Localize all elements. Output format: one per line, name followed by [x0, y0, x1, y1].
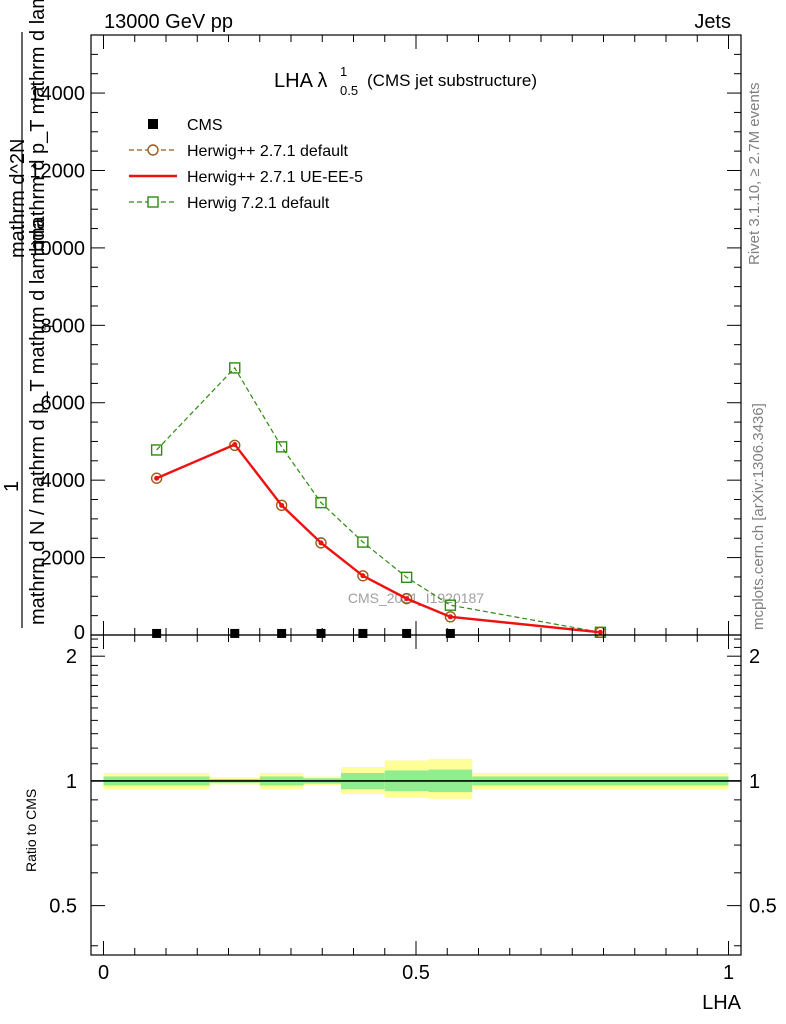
main-y-axis-label: mathrm d N / mathrm d p_T mathrm d lambd… [1, 0, 56, 628]
x-axis-label: LHA [702, 992, 742, 1014]
main-plot-area [150, 362, 607, 638]
ratio-y-label: Ratio to CMS [23, 789, 39, 872]
plot-title-sub: 0.5 [340, 83, 358, 98]
ratio-y-tick-label: 1 [66, 771, 77, 793]
herwigpp-ueee5-point [447, 614, 453, 620]
y-label-numerator: mathrm d^2N [7, 139, 29, 258]
rivet-version-text: Rivet 3.1.10, ≥ 2.7M events [746, 83, 763, 266]
cms-data-point [402, 628, 412, 638]
ratio-y-tick-label: 2 [66, 646, 77, 668]
herwig721-point [150, 444, 163, 456]
herwigpp-ueee5-point [232, 442, 238, 448]
analysis-watermark: CMS_2021_I1920187 [348, 590, 484, 606]
herwigpp-default-point [275, 499, 288, 512]
x-tick-label: 0.5 [402, 962, 430, 984]
cms-data-point [277, 628, 287, 638]
herwig721-point [275, 441, 288, 453]
herwigpp-ueee5-point [597, 629, 603, 635]
x-tick-label: 1 [723, 962, 734, 984]
x-tick-label: 0 [98, 962, 109, 984]
cms-data-point [358, 628, 368, 638]
herwigpp-default-point [400, 592, 413, 605]
plot-title-suffix: (CMS jet substructure) [367, 71, 537, 90]
header-process: Jets [694, 11, 731, 33]
legend-cms-marker [148, 119, 158, 129]
herwigpp-ueee5-point [318, 540, 324, 546]
header-energy: 13000 GeV pp [104, 11, 233, 33]
herwig721-point [315, 496, 327, 509]
herwig721-point [229, 362, 241, 374]
herwigpp-default-point [315, 537, 327, 549]
legend-label: Herwig++ 2.7.1 default [187, 143, 349, 160]
plot-title-sup: 1 [340, 64, 347, 79]
series-line-red-solid [156, 443, 601, 634]
main-y-tick-label: 2000 [41, 548, 86, 570]
ratio-y-tick-label-right: 1 [749, 771, 760, 793]
y-label-denominator: mathrm d N / mathrm d p_T mathrm d lambd… [27, 218, 49, 625]
herwigpp-default-point [150, 472, 163, 484]
herwigpp-ueee5-point [404, 596, 410, 602]
herwig721-point [444, 599, 457, 611]
herwigpp-default-point [357, 570, 369, 582]
main-y-tick-label: 10000 [29, 238, 85, 260]
y-label-pt-sub: T [42, 322, 56, 330]
mcplots-reference-text: mcplots.cern.ch [arXiv:1306.3436] [750, 403, 767, 630]
legend-label: Herwig++ 2.7.1 UE-EE-5 [187, 169, 363, 186]
plot-title: LHA λ 1 0.5 (CMS jet substructure) [274, 64, 537, 98]
main-y-tick-label: 12000 [29, 160, 85, 182]
main-y-tick-label: 4000 [41, 470, 86, 492]
main-y-tick-label: 14000 [29, 83, 85, 105]
herwig721-point [400, 571, 413, 584]
herwigpp-ueee5-point [279, 502, 285, 508]
herwig721-point [357, 536, 369, 548]
plot-title-main: LHA λ [274, 70, 327, 92]
cms-data-point [152, 628, 162, 638]
main-y-tick-label: 6000 [41, 393, 86, 415]
ratio-y-tick-label-right: 0.5 [749, 896, 777, 918]
series-line-green-dashed-squares [156, 366, 601, 633]
legend-label: CMS [187, 117, 223, 134]
cms-data-point [230, 628, 240, 638]
main-axes: 2000 4000 6000 8000 10000 12000 14000 0 [29, 34, 742, 644]
legend-label: Herwig 7.2.1 default [187, 195, 330, 212]
ratio-axes: 0.5 0.5 1 1 2 2 0 0.5 1 [49, 634, 777, 984]
cms-data-point [316, 628, 326, 638]
y-label-numerator-denominator: mathrm d p_T mathrm d lambda [27, 0, 49, 244]
ratio-y-tick-label-right: 2 [749, 646, 760, 668]
main-y-tick-label: 8000 [41, 315, 86, 337]
cms-data-point [445, 628, 455, 638]
ratio-uncertainty-bands [91, 758, 741, 799]
herwigpp-ueee5-point [360, 573, 366, 579]
main-y-tick-label-zero: 0 [74, 622, 85, 644]
legend-square-marker [147, 196, 159, 208]
herwigpp-ueee5-point [154, 475, 160, 481]
legend: CMS Herwig++ 2.7.1 default Herwig++ 2.7.1 … [129, 117, 363, 212]
legend-circle-marker [147, 144, 159, 156]
y-label-one: 1 [1, 481, 23, 492]
herwigpp-default-point [229, 439, 241, 452]
ratio-y-tick-label: 0.5 [49, 896, 77, 918]
